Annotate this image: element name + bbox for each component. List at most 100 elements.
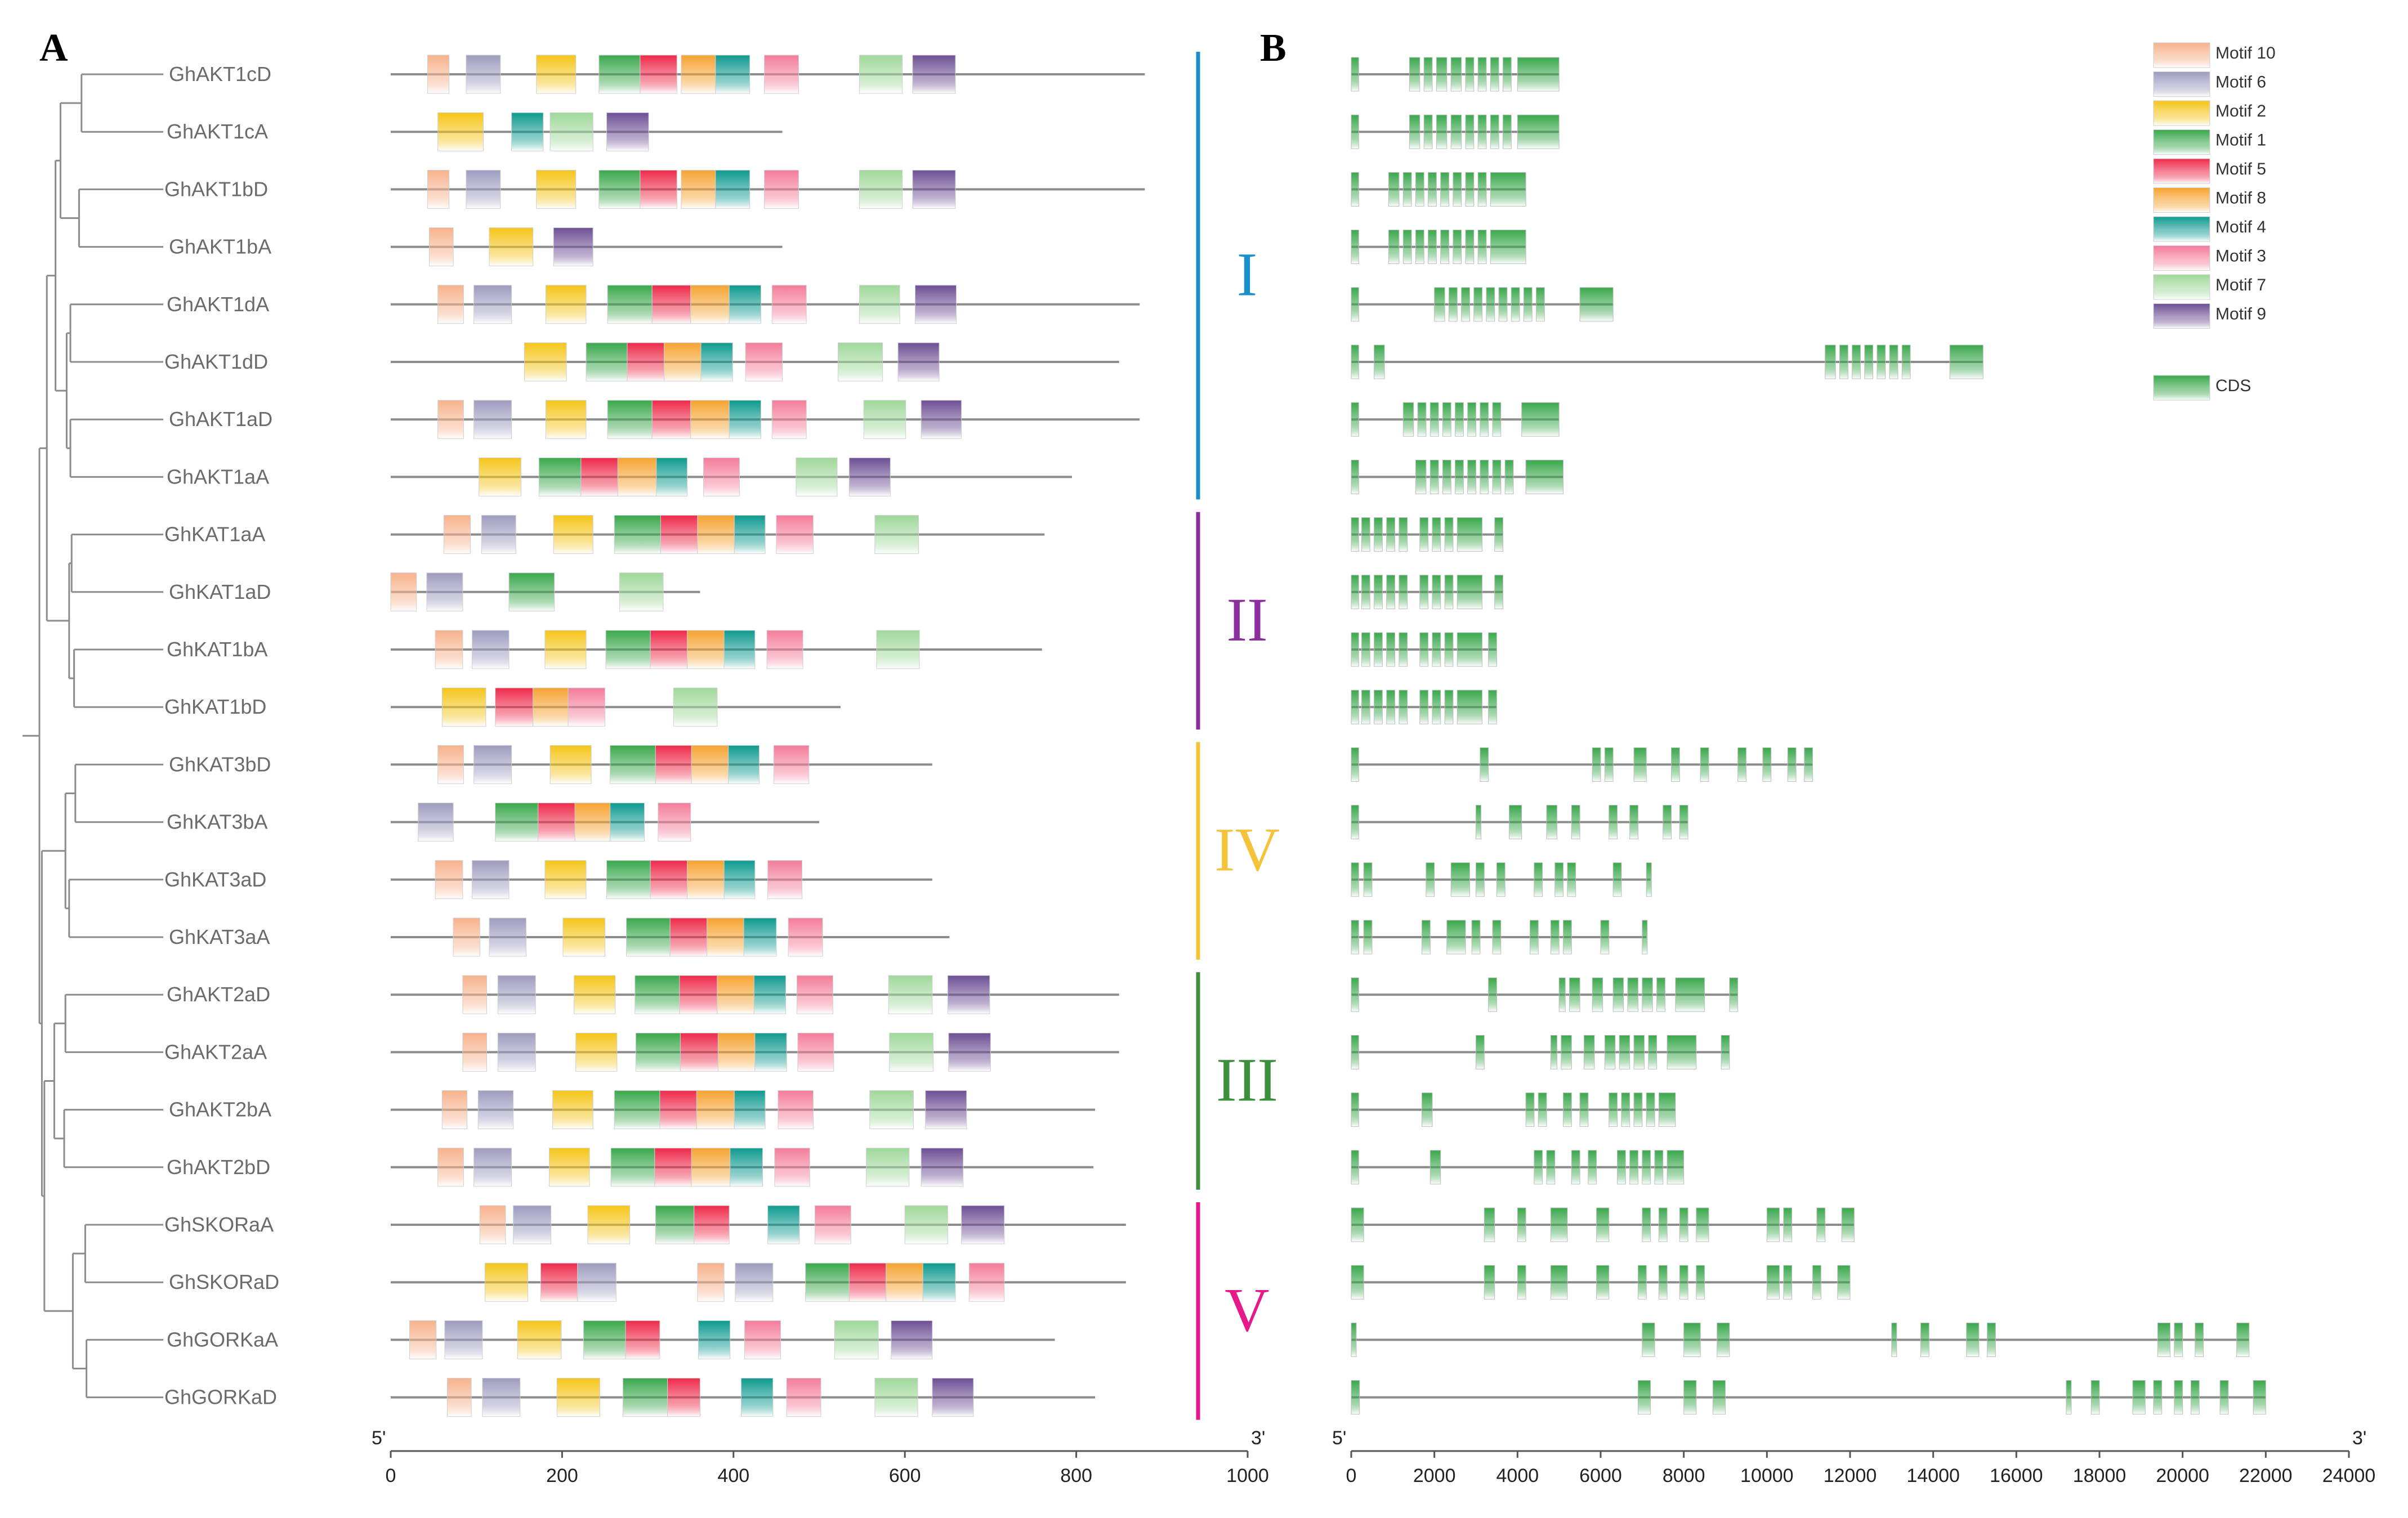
- cds-exon: [1901, 344, 1911, 379]
- gene-label: GhKAT3bA: [167, 811, 267, 834]
- motif6-box: [426, 572, 463, 612]
- cds-exon: [1351, 172, 1359, 207]
- motif8-box: [691, 1148, 731, 1187]
- exon-row: [1351, 230, 1526, 265]
- motif9-box: [891, 1320, 933, 1359]
- motif5-box: [655, 745, 692, 784]
- cds-exon: [1476, 805, 1481, 840]
- cds-exon: [1612, 862, 1622, 897]
- cds-exon: [1465, 172, 1475, 207]
- cds-exon: [1683, 1380, 1697, 1415]
- legend-label: Motif 10: [2215, 44, 2276, 62]
- axis-tick-label: 10000: [1740, 1465, 1794, 1486]
- motif2-box: [574, 975, 616, 1014]
- cds-exon: [1426, 862, 1435, 897]
- motif5-box: [540, 1262, 578, 1302]
- cds-exon: [1432, 575, 1441, 610]
- motif2-box: [562, 917, 605, 957]
- cds-exon: [1351, 230, 1359, 265]
- motif3-box: [774, 1148, 810, 1187]
- cds-exon: [1388, 230, 1400, 265]
- motif6-box: [466, 169, 501, 209]
- cds-exon: [1737, 747, 1746, 782]
- motif6-box: [473, 745, 512, 784]
- motif4-box: [728, 745, 760, 784]
- motif9-box: [932, 1378, 974, 1417]
- motif10-box: [443, 515, 471, 554]
- motif-row: [391, 1320, 1055, 1359]
- motif10-box: [437, 285, 464, 324]
- cds-exon: [1415, 230, 1424, 265]
- cds-exon: [1496, 862, 1505, 897]
- motif5-box: [848, 1262, 887, 1302]
- motif2-box: [484, 1262, 529, 1302]
- cds-exon: [1583, 1035, 1595, 1069]
- cds-exon: [1461, 287, 1470, 322]
- cds-exon: [1762, 747, 1772, 782]
- motif2-box: [553, 515, 593, 554]
- axis-tick-label: 0: [1346, 1465, 1357, 1486]
- motif-row: [391, 1262, 1126, 1302]
- gene-label: GhAKT2bA: [169, 1098, 271, 1121]
- legend-swatch: [2153, 274, 2210, 300]
- cds-exon: [1374, 575, 1383, 610]
- cds-exon: [1442, 459, 1451, 494]
- motif7-box: [549, 112, 593, 151]
- motif4-box: [730, 1148, 763, 1187]
- motif7-box: [866, 1148, 910, 1187]
- cds-exon: [1436, 114, 1448, 149]
- motif1-box: [607, 285, 653, 324]
- cds-exon: [1467, 402, 1477, 437]
- axis-tick-label: 22000: [2239, 1465, 2293, 1486]
- gene-label: GhKAT1aD: [169, 580, 271, 603]
- motif10-box: [462, 1032, 487, 1072]
- cds-exon: [1966, 1322, 1980, 1357]
- motif2-box: [437, 112, 484, 151]
- motif6-box: [444, 1320, 483, 1359]
- motif3-box: [766, 630, 803, 669]
- cds-exon: [1361, 689, 1370, 724]
- gene-label: GhAKT2aD: [167, 983, 270, 1006]
- axis-tick-label: 200: [546, 1465, 578, 1486]
- cds-exon: [1351, 1150, 1359, 1185]
- cds-exon: [1494, 517, 1503, 552]
- cds-exon: [1517, 1265, 1526, 1300]
- cds-exon: [1361, 575, 1370, 610]
- cds-exon: [1442, 402, 1451, 437]
- cds-exon: [1457, 689, 1483, 724]
- cds-exon: [1351, 517, 1359, 552]
- motif1-box: [635, 1032, 681, 1072]
- legend-swatch: [2153, 187, 2210, 213]
- cds-exon: [1490, 57, 1499, 92]
- motif8-box: [696, 1090, 735, 1130]
- motif6-box: [497, 975, 536, 1014]
- exon-row: [1351, 287, 1614, 322]
- cds-exon: [1612, 977, 1624, 1012]
- cds-exon: [1351, 632, 1359, 667]
- exon-row: [1351, 977, 1739, 1012]
- cds-exon: [2195, 1322, 2204, 1357]
- cds-exon: [1511, 287, 1520, 322]
- motif-row: [391, 515, 1045, 554]
- cds-exon: [1399, 575, 1408, 610]
- cds-exon: [1596, 1265, 1610, 1300]
- motif3-box: [764, 55, 799, 94]
- motif5-box: [650, 860, 688, 899]
- exon-row: [1351, 344, 1983, 379]
- cds-exon: [2190, 1380, 2200, 1415]
- cds-exon: [1351, 575, 1359, 610]
- axis-end-label: 3': [2352, 1427, 2366, 1449]
- cds-exon: [1658, 1207, 1668, 1242]
- motif5-box: [669, 917, 708, 957]
- exon-intron-diagram: [1351, 57, 2266, 1415]
- cds-exon: [1841, 1207, 1855, 1242]
- axis-start-label: 5': [372, 1427, 386, 1449]
- motif1-box: [605, 630, 651, 669]
- gene-label: GhKAT1bA: [167, 638, 267, 661]
- motif8-box: [691, 745, 729, 784]
- cds-exon: [1351, 689, 1359, 724]
- legend-label: CDS: [2215, 377, 2251, 395]
- motif3-box: [778, 1090, 814, 1130]
- cds-exon: [1477, 230, 1487, 265]
- motif8-box: [687, 630, 725, 669]
